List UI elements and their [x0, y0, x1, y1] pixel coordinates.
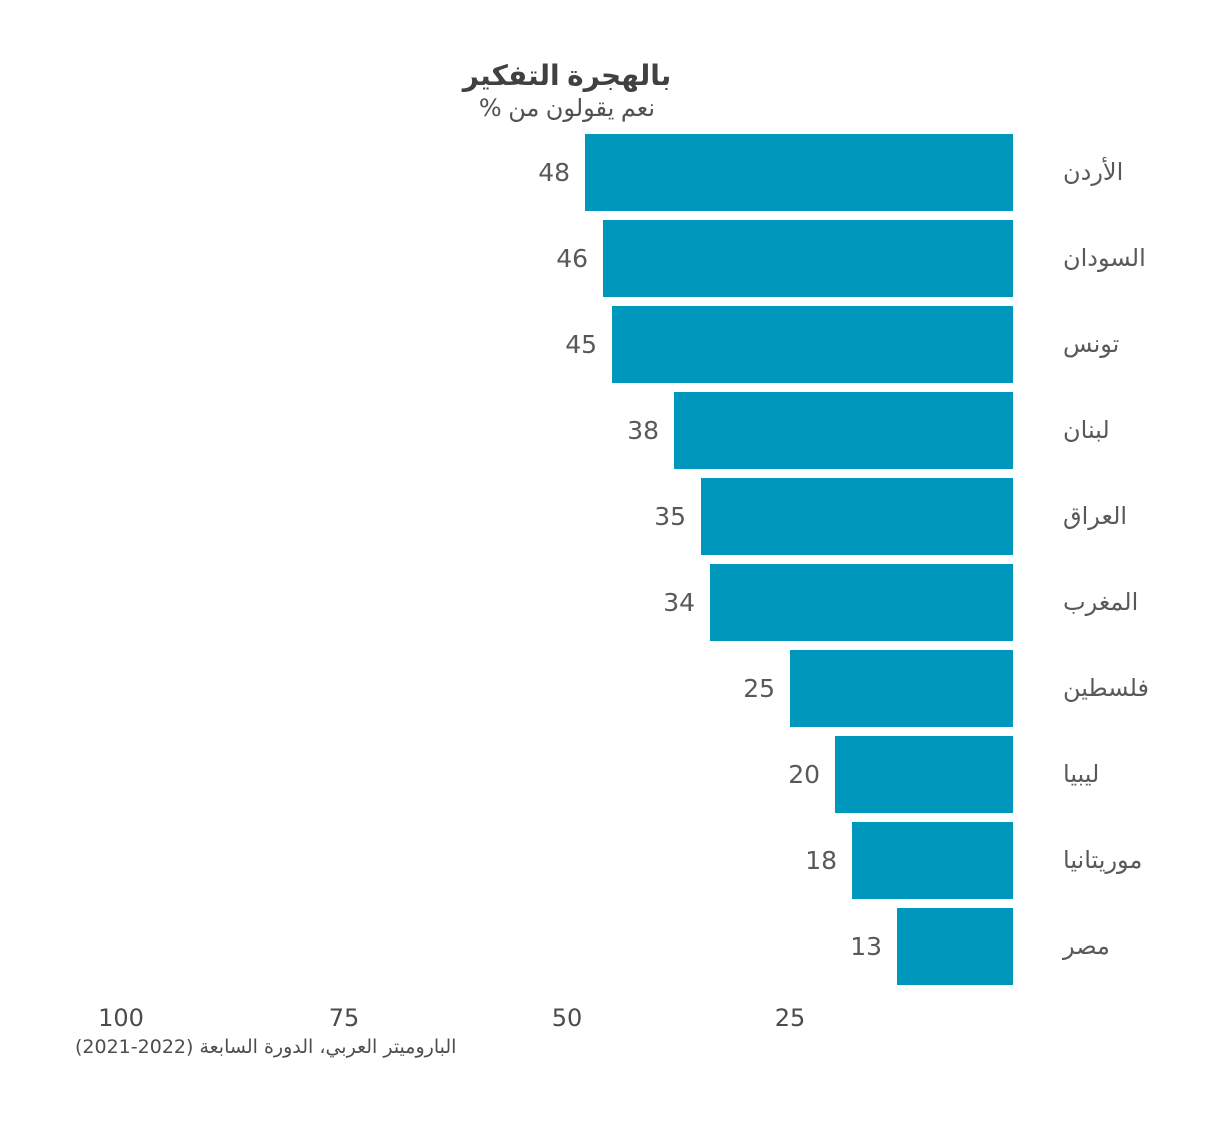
bar [612, 306, 1013, 383]
value-label: 25 [743, 674, 775, 703]
value-label: 45 [565, 330, 597, 359]
value-label: 46 [556, 244, 588, 273]
bar [674, 392, 1013, 469]
title-word: % [478, 94, 502, 123]
value-label: 34 [663, 588, 695, 617]
chart-title: التفكير بالهجرة [462, 59, 672, 92]
title-word: نعم [620, 94, 656, 123]
bar [852, 822, 1013, 899]
country-label: السودان [1063, 244, 1146, 272]
country-label: فلسطين [1063, 674, 1150, 702]
country-label: مصر [1063, 932, 1110, 960]
title-word: التفكير [462, 59, 560, 92]
bar [790, 650, 1013, 727]
value-label: 20 [788, 760, 820, 789]
title-word: من [508, 94, 540, 123]
country-label: ليبيا [1063, 760, 1100, 788]
chart-header: التفكير بالهجرة % من يقولون نعم [121, 59, 1013, 123]
country-label: المغرب [1063, 588, 1139, 616]
bar [835, 736, 1013, 813]
chart-subtitle: % من يقولون نعم [478, 94, 656, 123]
country-label: تونس [1063, 330, 1120, 358]
bar [897, 908, 1013, 985]
value-label: 35 [654, 502, 686, 531]
value-label: 38 [627, 416, 659, 445]
bar [701, 478, 1013, 555]
country-label: موريتانيا [1063, 846, 1143, 874]
country-label: الأردن [1063, 158, 1124, 186]
x-axis-tick: 75 [328, 1004, 360, 1032]
title-word: بالهجرة [567, 59, 672, 92]
bar [585, 134, 1013, 211]
x-axis-tick: 50 [551, 1004, 583, 1032]
x-axis-tick: 25 [774, 1004, 806, 1032]
value-label: 48 [538, 158, 570, 187]
bar [603, 220, 1013, 297]
value-label: 13 [850, 932, 882, 961]
bar [710, 564, 1013, 641]
country-label: لبنان [1063, 416, 1110, 444]
title-word: يقولون [545, 94, 615, 123]
country-label: العراق [1063, 502, 1128, 530]
x-axis-tick: 100 [98, 1004, 144, 1032]
source-note: الباروميتر العربي، الدورة السابعة (2022-… [75, 1036, 457, 1058]
value-label: 18 [805, 846, 837, 875]
